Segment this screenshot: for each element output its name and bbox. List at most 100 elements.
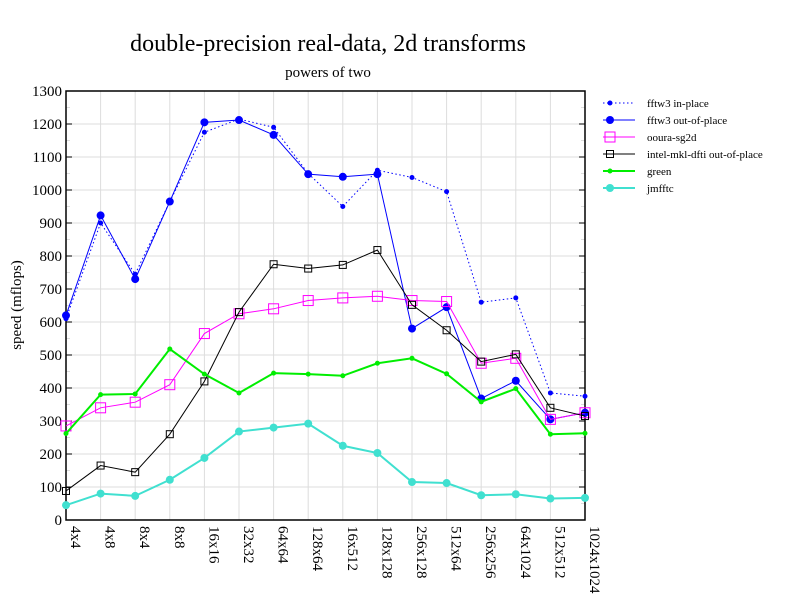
data-point — [513, 386, 519, 392]
x-tick-label: 16x512 — [344, 526, 360, 571]
legend-label: fftw3 in-place — [647, 98, 709, 110]
data-point — [165, 475, 174, 484]
series-intel-mkl-dfti-out-of-place — [62, 246, 589, 495]
data-point — [374, 360, 380, 366]
data-point — [271, 124, 277, 130]
data-point — [478, 299, 484, 305]
y-tick-label: 1000 — [32, 183, 62, 199]
data-point — [408, 324, 416, 333]
y-tick-label: 100 — [40, 480, 63, 496]
y-tick-label: 1100 — [33, 150, 62, 166]
y-tick-label: 400 — [40, 381, 63, 397]
data-point — [546, 403, 555, 412]
data-point — [606, 184, 614, 192]
data-point — [95, 402, 107, 414]
data-point — [96, 489, 105, 498]
data-point — [269, 130, 278, 139]
data-point — [201, 371, 207, 377]
data-point — [371, 290, 383, 302]
x-tick-label: 256x256 — [482, 526, 498, 579]
x-tick-label: 4x4 — [67, 526, 83, 549]
data-point — [373, 170, 382, 179]
data-point — [340, 204, 346, 209]
series-fftw3-in-place — [63, 116, 588, 399]
legend-label: ooura-sg2d — [647, 132, 697, 144]
y-tick-label: 1200 — [32, 117, 62, 133]
x-tick-label: 1024x1024 — [586, 526, 602, 594]
data-point — [441, 296, 453, 308]
data-point — [547, 390, 553, 396]
data-point — [477, 357, 486, 366]
y-tick-label: 800 — [40, 249, 63, 265]
data-point — [131, 491, 140, 500]
data-point — [511, 350, 520, 359]
data-point — [164, 379, 176, 391]
data-point — [544, 413, 556, 425]
data-point — [581, 493, 589, 502]
data-point — [235, 116, 243, 125]
data-point — [582, 393, 588, 399]
data-point — [409, 174, 415, 180]
data-point — [408, 478, 416, 487]
data-point — [62, 486, 70, 495]
data-point — [63, 431, 69, 437]
data-point — [606, 150, 614, 158]
x-tick-label: 128x128 — [378, 526, 394, 579]
data-point — [132, 391, 138, 397]
data-point — [373, 246, 382, 255]
data-point — [579, 407, 591, 419]
data-point — [510, 352, 522, 364]
data-point — [271, 370, 277, 376]
data-point — [200, 377, 209, 386]
y-tick-label: 0 — [55, 513, 63, 529]
data-point — [98, 220, 104, 226]
legend-label: green — [647, 166, 672, 178]
data-point — [236, 390, 242, 396]
series-green — [63, 346, 588, 437]
data-point — [338, 172, 347, 181]
data-point — [406, 295, 418, 307]
data-point — [408, 300, 416, 309]
y-tick-label: 500 — [40, 348, 63, 364]
data-point — [338, 441, 347, 450]
series-jmfftc — [62, 419, 589, 510]
legend-item: jmfftc — [603, 183, 674, 195]
x-tick-label: 128x64 — [309, 526, 325, 572]
data-point — [606, 116, 614, 124]
data-point — [96, 461, 105, 470]
data-point — [477, 491, 486, 500]
data-point — [269, 260, 278, 269]
data-point — [442, 479, 451, 488]
x-tick-label: 16x16 — [205, 526, 221, 564]
data-point — [98, 392, 104, 398]
data-point — [546, 494, 555, 503]
legend-label: fftw3 out-of-place — [647, 115, 727, 127]
data-point — [200, 453, 209, 462]
y-tick-label: 700 — [40, 282, 63, 298]
data-point — [200, 118, 209, 127]
series-line — [65, 249, 586, 492]
series-fftw3-out-of-place — [62, 116, 589, 424]
data-point — [478, 399, 484, 405]
data-point — [340, 373, 346, 379]
data-point — [511, 490, 520, 499]
y-axis-label: speed (mflops) — [9, 260, 25, 350]
data-point — [198, 328, 210, 340]
data-point — [167, 346, 173, 352]
legend-item: green — [603, 166, 672, 178]
y-tick-label: 200 — [40, 447, 63, 463]
data-point — [60, 420, 72, 432]
y-tick-label: 1300 — [32, 84, 62, 100]
data-point — [582, 430, 588, 436]
x-tick-label: 64x64 — [275, 526, 291, 564]
data-point — [511, 376, 520, 385]
data-point — [235, 308, 243, 317]
data-point — [165, 197, 174, 206]
data-point — [131, 275, 140, 284]
x-tick-label: 512x64 — [448, 526, 464, 572]
data-point — [304, 264, 313, 273]
y-tick-label: 300 — [40, 414, 63, 430]
data-point — [444, 371, 450, 377]
data-point — [269, 423, 278, 432]
